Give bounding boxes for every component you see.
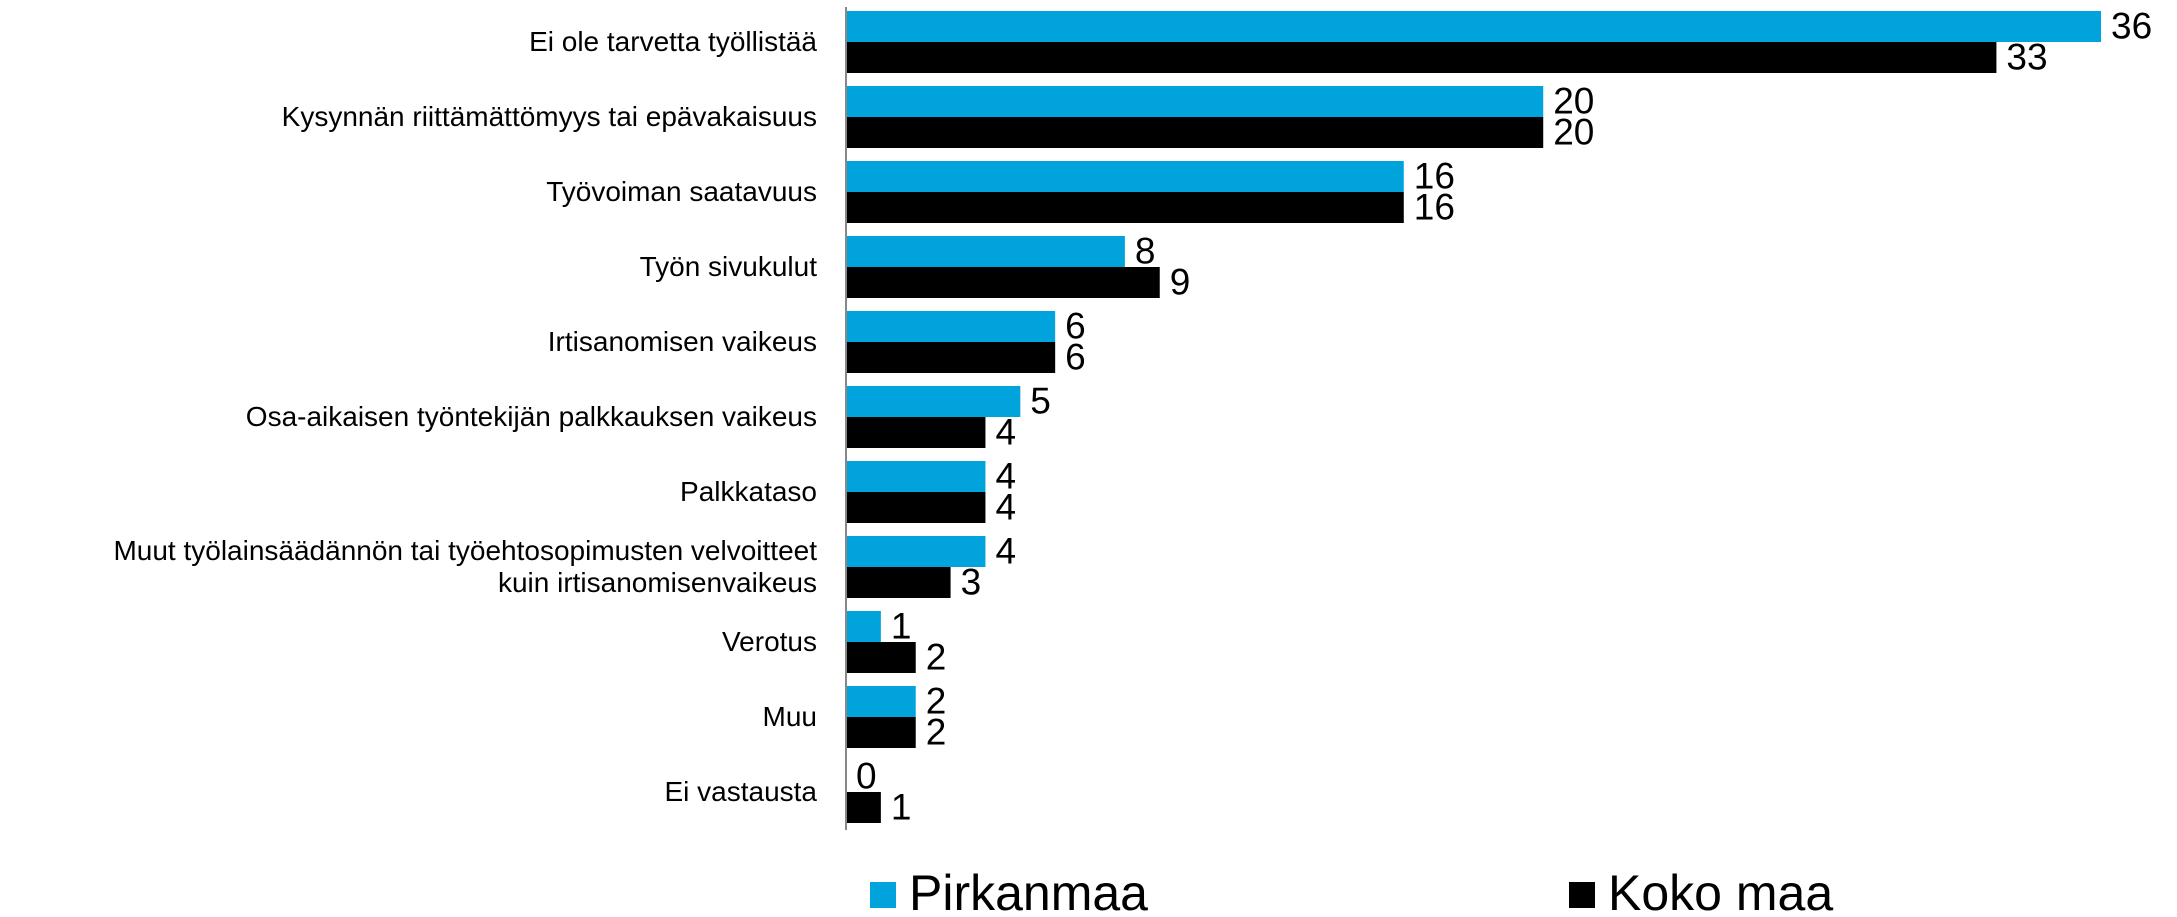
data-label: 5	[1030, 380, 1051, 421]
data-label: 1	[891, 605, 912, 646]
category-label: Muu	[762, 701, 817, 732]
data-label: 20	[1553, 111, 1594, 152]
bar	[846, 417, 986, 448]
bar	[846, 86, 1544, 117]
data-label: 9	[1170, 261, 1191, 302]
bar	[846, 236, 1125, 267]
category-label: Muut työlainsäädännön tai työehtosopimus…	[113, 535, 817, 598]
category-label: Osa-aikaisen työntekijän palkkauksen vai…	[245, 401, 817, 432]
bar	[846, 386, 1021, 417]
bar	[846, 567, 951, 598]
category-label: Verotus	[722, 626, 817, 657]
data-label: 20	[1553, 80, 1594, 121]
bar	[846, 792, 881, 823]
data-label: 2	[926, 680, 947, 721]
data-label: 2	[926, 636, 947, 677]
bar	[846, 717, 916, 748]
data-label: 6	[1065, 336, 1086, 377]
bar	[846, 342, 1056, 373]
bar	[846, 42, 1997, 73]
category-label: Palkkataso	[680, 476, 817, 507]
data-label: 4	[995, 486, 1016, 527]
data-label: 0	[856, 755, 877, 796]
data-label: 4	[995, 411, 1016, 452]
category-label: Työvoiman saatavuus	[546, 176, 817, 207]
data-label: 8	[1135, 230, 1156, 271]
data-label: 2	[926, 711, 947, 752]
data-label: 3	[961, 561, 982, 602]
category-label: Irtisanomisen vaikeus	[547, 326, 817, 357]
category-label: Ei ole tarvetta työllistää	[529, 26, 817, 57]
data-label: 4	[995, 530, 1016, 571]
bar	[846, 686, 916, 717]
legend-label: Pirkanmaa	[909, 865, 1148, 917]
bar	[846, 311, 1056, 342]
bar	[846, 192, 1404, 223]
data-label: 16	[1414, 186, 1455, 227]
data-label: 33	[2006, 36, 2047, 77]
bar	[846, 161, 1404, 192]
data-label: 1	[891, 786, 912, 827]
bar	[846, 536, 986, 567]
category-label: Ei vastausta	[664, 776, 817, 807]
bar	[846, 461, 986, 492]
bar	[846, 11, 2101, 42]
bar	[846, 492, 986, 523]
legend-swatch	[870, 882, 896, 908]
data-label: 4	[995, 455, 1016, 496]
bar	[846, 117, 1544, 148]
data-label: 6	[1065, 305, 1086, 346]
data-label: 36	[2111, 5, 2152, 46]
legend-swatch	[1569, 882, 1595, 908]
legend-label: Koko maa	[1608, 865, 1833, 917]
data-label: 16	[1414, 155, 1455, 196]
bar	[846, 267, 1160, 298]
category-label: Kysynnän riittämättömyys tai epävakaisuu…	[281, 101, 817, 132]
bar	[846, 611, 881, 642]
bar	[846, 642, 916, 673]
category-label: Työn sivukulut	[639, 251, 817, 282]
